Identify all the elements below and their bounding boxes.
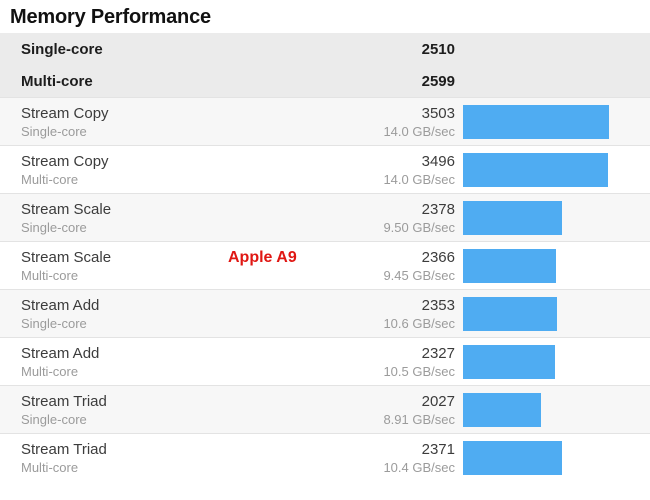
test-name: Stream Copy: [21, 153, 109, 170]
summary-row-multi-core: Multi-core 2599: [0, 65, 650, 97]
test-name-cell: Stream Copy Single-core: [0, 98, 335, 145]
rate-value: 14.0 GB/sec: [383, 124, 455, 139]
score-cell: 2027 8.91 GB/sec: [335, 386, 455, 433]
summary-label: Multi-core: [21, 72, 93, 90]
score-bar: [463, 297, 557, 331]
table-row: Stream Copy Multi-core 3496 14.0 GB/sec: [0, 145, 650, 193]
summary-label: Single-core: [21, 40, 103, 58]
score-value: 2353: [421, 297, 455, 314]
test-mode: Multi-core: [21, 268, 79, 283]
score-bar: [463, 345, 555, 379]
summary-header: Single-core 2510 Multi-core 2599: [0, 33, 650, 97]
test-mode: Multi-core: [21, 460, 79, 475]
test-mode: Multi-core: [21, 172, 79, 187]
test-mode: Single-core: [21, 220, 87, 235]
rate-value: 8.91 GB/sec: [383, 412, 455, 427]
rate-value: 9.45 GB/sec: [383, 268, 455, 283]
rate-value: 10.4 GB/sec: [383, 460, 455, 475]
table-row: Stream Add Single-core 2353 10.6 GB/sec: [0, 289, 650, 337]
test-name-cell: Stream Scale Multi-core: [0, 242, 335, 289]
table-row: Stream Triad Single-core 2027 8.91 GB/se…: [0, 385, 650, 433]
rate-value: 10.6 GB/sec: [383, 316, 455, 331]
score-bar: [463, 441, 562, 475]
test-name: Stream Triad: [21, 441, 107, 458]
test-name-cell: Stream Triad Multi-core: [0, 434, 335, 481]
test-name: Stream Scale: [21, 201, 112, 218]
test-name-cell: Stream Triad Single-core: [0, 386, 335, 433]
score-value: 3503: [421, 105, 455, 122]
bar-cell: [455, 434, 650, 481]
score-value: 2378: [421, 201, 455, 218]
score-bar: [463, 105, 609, 139]
bar-cell: [455, 98, 650, 145]
summary-score: 2510: [421, 40, 455, 58]
bar-cell: [455, 338, 650, 385]
score-bar: [463, 153, 608, 187]
test-name-cell: Stream Add Multi-core: [0, 338, 335, 385]
score-cell: 2366 9.45 GB/sec: [335, 242, 455, 289]
test-mode: Multi-core: [21, 364, 79, 379]
test-name: Stream Add: [21, 297, 100, 314]
test-name: Stream Add: [21, 345, 100, 362]
benchmark-rows: Stream Copy Single-core 3503 14.0 GB/sec…: [0, 97, 650, 481]
test-name: Stream Scale: [21, 249, 112, 266]
page-title: Memory Performance: [10, 6, 211, 28]
score-cell: 3503 14.0 GB/sec: [335, 98, 455, 145]
score-bar: [463, 249, 556, 283]
rate-value: 10.5 GB/sec: [383, 364, 455, 379]
test-mode: Single-core: [21, 124, 87, 139]
score-value: 3496: [421, 153, 455, 170]
test-name-cell: Stream Add Single-core: [0, 290, 335, 337]
rate-value: 9.50 GB/sec: [383, 220, 455, 235]
test-name: Stream Copy: [21, 105, 109, 122]
score-cell: 2353 10.6 GB/sec: [335, 290, 455, 337]
table-row: Stream Add Multi-core 2327 10.5 GB/sec: [0, 337, 650, 385]
score-value: 2366: [421, 249, 455, 266]
table-row: Stream Scale Single-core 2378 9.50 GB/se…: [0, 193, 650, 241]
table-row: Stream Triad Multi-core 2371 10.4 GB/sec: [0, 433, 650, 481]
bar-cell: [455, 146, 650, 193]
test-name-cell: Stream Scale Single-core: [0, 194, 335, 241]
summary-row-single-core: Single-core 2510: [0, 33, 650, 65]
bar-cell: [455, 386, 650, 433]
score-cell: 2378 9.50 GB/sec: [335, 194, 455, 241]
table-row: Stream Scale Multi-core 2366 9.45 GB/sec: [0, 241, 650, 289]
test-mode: Single-core: [21, 316, 87, 331]
score-value: 2371: [421, 441, 455, 458]
score-bar: [463, 201, 562, 235]
summary-score: 2599: [421, 72, 455, 90]
score-value: 2327: [421, 345, 455, 362]
score-value: 2027: [421, 393, 455, 410]
test-name-cell: Stream Copy Multi-core: [0, 146, 335, 193]
table-row: Stream Copy Single-core 3503 14.0 GB/sec: [0, 97, 650, 145]
rate-value: 14.0 GB/sec: [383, 172, 455, 187]
score-cell: 3496 14.0 GB/sec: [335, 146, 455, 193]
bar-cell: [455, 290, 650, 337]
bar-cell: [455, 194, 650, 241]
score-cell: 2327 10.5 GB/sec: [335, 338, 455, 385]
device-annotation: Apple A9: [228, 249, 297, 266]
bar-cell: [455, 242, 650, 289]
test-name: Stream Triad: [21, 393, 107, 410]
score-bar: [463, 393, 541, 427]
test-mode: Single-core: [21, 412, 87, 427]
score-cell: 2371 10.4 GB/sec: [335, 434, 455, 481]
